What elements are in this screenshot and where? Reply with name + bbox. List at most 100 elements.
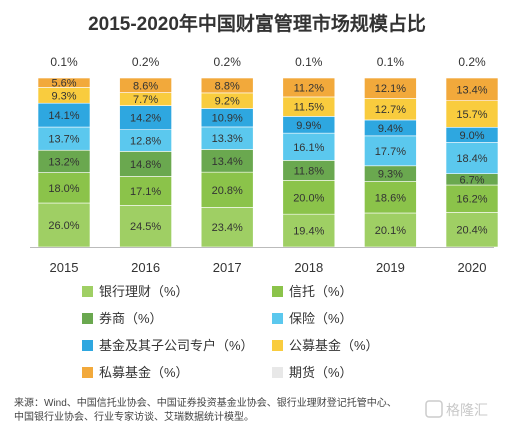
bar-area: 26.0%18.0%13.2%13.7%14.1%9.3%5.6%0.1%201… — [30, 55, 499, 275]
source-line-2: 中国银行业协会、行业专家访谈、艾瑞数据统计模型。 — [14, 410, 254, 423]
bar-label-2018-5: 11.5% — [294, 102, 325, 114]
legend-label-7: 期货（%） — [289, 365, 353, 380]
bar-label-2019-2: 9.3% — [378, 169, 403, 181]
bar-label-2016-2: 14.8% — [130, 159, 161, 171]
watermark: 格隆汇 — [425, 400, 488, 418]
bar-label-2019-1: 18.6% — [375, 192, 406, 204]
legend-swatch-5 — [272, 340, 283, 351]
bar-label-2017-1: 20.8% — [212, 185, 243, 197]
top-label-2019: 0.1% — [377, 55, 405, 69]
top-label-2017: 0.2% — [214, 55, 242, 69]
bar-label-2019-6: 12.1% — [375, 83, 406, 95]
bar-label-2016-4: 14.2% — [130, 113, 161, 125]
top-label-2020: 0.2% — [458, 55, 486, 69]
bar-segment-2018-3 — [282, 132, 336, 161]
top-label-2018: 0.1% — [295, 55, 323, 69]
bar-segment-2019-3 — [364, 135, 417, 167]
legend-swatch-1 — [272, 286, 283, 297]
bar-label-2015-3: 13.7% — [48, 134, 79, 146]
bar-segment-2016-2 — [119, 151, 172, 177]
bar-label-2018-2: 11.8% — [294, 165, 325, 177]
x-tick-label-2016: 2016 — [131, 260, 160, 275]
bar-label-2015-1: 18.0% — [48, 183, 79, 195]
x-tick-label-2017: 2017 — [213, 260, 242, 275]
legend-swatch-7 — [272, 367, 283, 378]
legend-swatch-2 — [82, 313, 93, 324]
bar-segment-2020-1 — [445, 184, 499, 213]
bar-label-2015-4: 14.1% — [48, 110, 79, 122]
watermark-text: 格隆汇 — [446, 402, 488, 418]
bar-label-2020-4: 9.0% — [459, 130, 484, 142]
legend-label-4: 基金及其子公司专户（%） — [99, 338, 254, 353]
legend-label-5: 公募基金（%） — [289, 338, 379, 353]
bar-segment-2017-6 — [200, 77, 254, 94]
bar-segment-2018-0 — [282, 213, 336, 248]
bar-label-2017-6: 8.8% — [215, 80, 240, 92]
bar-label-2017-3: 13.3% — [212, 133, 243, 145]
bar-label-2018-0: 19.4% — [293, 226, 324, 238]
bar-label-2017-4: 10.9% — [212, 113, 243, 125]
bar-segment-2017-1 — [200, 171, 254, 208]
bar-segment-2019-6 — [364, 77, 417, 99]
bar-label-2016-1: 17.1% — [130, 186, 161, 198]
bar-segment-2020-3 — [445, 142, 499, 174]
legend-swatch-3 — [272, 313, 283, 324]
bar-label-2019-3: 17.7% — [375, 146, 406, 158]
x-tick-label-2018: 2018 — [294, 260, 323, 275]
bar-label-2020-6: 13.4% — [456, 84, 487, 96]
bar-label-2015-2: 13.2% — [48, 156, 79, 168]
legend-label-1: 信托（%） — [289, 284, 353, 299]
legend-label-0: 银行理财（%） — [99, 284, 189, 299]
legend-swatch-4 — [82, 340, 93, 351]
x-tick-label-2015: 2015 — [50, 260, 79, 275]
bar-segment-2018-1 — [282, 180, 336, 215]
bar-label-2017-5: 9.2% — [215, 96, 240, 108]
legend-label-6: 私募基金（%） — [99, 365, 189, 380]
top-label-2015: 0.1% — [50, 55, 78, 69]
bar-label-2015-6: 5.6% — [51, 78, 76, 90]
bar-segment-2015-1 — [37, 172, 91, 204]
bar-segment-2018-6 — [282, 77, 336, 98]
bar-segment-2015-0 — [37, 202, 91, 248]
bar-segment-2020-0 — [445, 212, 499, 248]
bar-segment-2015-6 — [37, 77, 91, 88]
bar-label-2019-0: 20.1% — [375, 225, 406, 237]
bar-label-2017-0: 23.4% — [212, 222, 243, 234]
legend-swatch-6 — [82, 367, 93, 378]
bar-segment-2020-6 — [445, 77, 499, 101]
bar-label-2018-3: 16.1% — [293, 142, 324, 154]
bar-label-2016-5: 7.7% — [133, 94, 158, 106]
bar-label-2020-2: 6.7% — [459, 174, 484, 186]
bar-segment-2017-0 — [200, 207, 254, 248]
bar-segment-2016-6 — [119, 77, 172, 93]
bar-segment-2016-4 — [119, 105, 172, 131]
bar-label-2016-6: 8.6% — [133, 80, 158, 92]
legend-swatch-0 — [82, 286, 93, 297]
watermark-logo-icon — [425, 400, 443, 418]
x-tick-label-2020: 2020 — [458, 260, 487, 275]
bar-label-2020-5: 15.7% — [456, 109, 487, 121]
bar-label-2016-3: 12.8% — [130, 136, 161, 148]
bar-label-2020-0: 20.4% — [456, 225, 487, 237]
x-tick-label-2019: 2019 — [376, 260, 405, 275]
bar-segment-2019-1 — [364, 181, 417, 214]
bar-segment-2020-5 — [445, 100, 499, 128]
legend-label-3: 保险（%） — [289, 311, 353, 326]
bar-label-2020-1: 16.2% — [456, 194, 487, 206]
chart-title: 2015-2020年中国财富管理市场规模占比 — [88, 12, 426, 35]
top-label-2016: 0.2% — [132, 55, 160, 69]
bar-label-2016-0: 24.5% — [130, 221, 161, 233]
bar-label-2018-6: 11.2% — [294, 82, 325, 94]
bar-label-2019-5: 12.7% — [375, 104, 406, 116]
bar-label-2017-2: 13.4% — [212, 156, 243, 168]
bar-label-2018-4: 9.9% — [296, 120, 321, 132]
bar-label-2019-4: 9.4% — [378, 123, 403, 135]
bar-label-2015-5: 9.3% — [51, 90, 76, 102]
source-line-1: 来源：Wind、中国信托业协会、中国证券投资基金业协会、银行业理财登记托管中心、 — [14, 396, 397, 409]
legend-label-2: 券商（%） — [99, 311, 163, 326]
bar-label-2015-0: 26.0% — [48, 220, 79, 232]
legend: 银行理财（%） 信托（%） 券商（%） 保险（%） 基金及其子公司专户（%） 公募基金（%… — [82, 284, 379, 380]
bar-segment-2019-0 — [364, 212, 417, 248]
bar-label-2020-3: 18.4% — [456, 153, 487, 165]
